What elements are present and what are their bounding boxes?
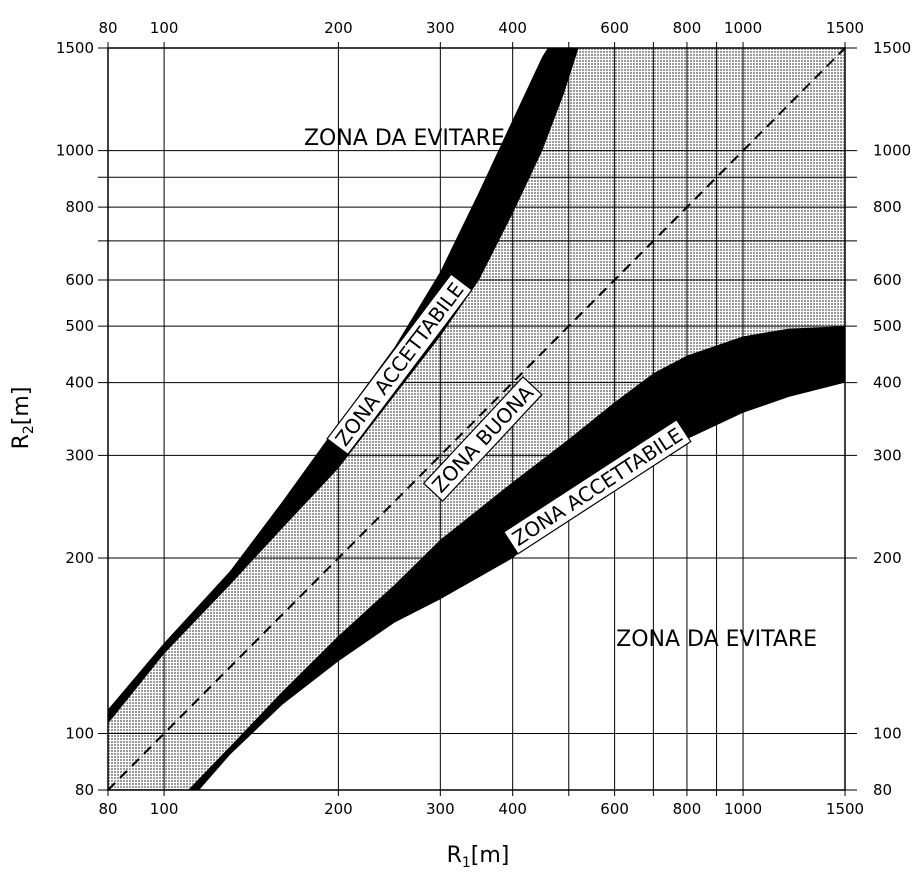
y-tick-left-400: 400 (65, 374, 94, 392)
y-tick-left-600: 600 (65, 271, 94, 289)
x-tick-top-400: 400 (498, 19, 527, 37)
plot-frame (107, 47, 846, 791)
y-tick-left-200: 200 (65, 549, 94, 567)
y-tick-left-100: 100 (65, 725, 94, 743)
x-tick-bottom-1000: 1000 (724, 800, 762, 818)
x-tick-bottom-600: 600 (600, 800, 629, 818)
y-tick-right-1500: 1500 (873, 39, 911, 57)
zone-annotation-avoid-top: ZONA DA EVITARE (304, 126, 505, 151)
zone-annotation-avoid-bottom: ZONA DA EVITARE (616, 627, 817, 652)
x-tick-bottom-300: 300 (426, 800, 455, 818)
x-tick-top-80: 80 (98, 19, 117, 37)
x-tick-top-200: 200 (324, 19, 353, 37)
y-tick-right-200: 200 (873, 549, 902, 567)
y-tick-left-1000: 1000 (56, 142, 94, 160)
x-tick-top-800: 800 (673, 19, 702, 37)
zone-label-box (422, 376, 543, 502)
y-tick-right-500: 500 (873, 317, 902, 335)
x-tick-top-300: 300 (426, 19, 455, 37)
y-tick-right-80: 80 (873, 781, 892, 799)
zone-label-box (503, 418, 692, 555)
y-tick-right-800: 800 (873, 198, 902, 216)
y-tick-right-1000: 1000 (873, 142, 911, 160)
zone-label: ZONA DA EVITARE (304, 126, 505, 151)
x-tick-bottom-80: 80 (98, 800, 117, 818)
x-tick-bottom-400: 400 (498, 800, 527, 818)
zone-label-box (326, 273, 473, 456)
y-tick-left-300: 300 (65, 446, 94, 464)
x-tick-bottom-1500: 1500 (826, 800, 864, 818)
reference-line-layer (107, 47, 846, 791)
x-tick-top-100: 100 (150, 19, 179, 37)
x-axis-title: R1[m] (447, 843, 510, 871)
y-tick-right-400: 400 (873, 374, 902, 392)
x-tick-top-600: 600 (600, 19, 629, 37)
y-tick-left-800: 800 (65, 198, 94, 216)
y-axis-title: R2[m] (9, 387, 37, 450)
y-tick-left-500: 500 (65, 317, 94, 335)
zone-label: ZONA DA EVITARE (616, 627, 817, 652)
y-tick-right-600: 600 (873, 271, 902, 289)
y-tick-left-80: 80 (75, 781, 94, 799)
reference-line (107, 47, 846, 791)
y-tick-right-100: 100 (873, 725, 902, 743)
x-tick-top-1500: 1500 (826, 19, 864, 37)
y-tick-right-300: 300 (873, 446, 902, 464)
x-tick-bottom-200: 200 (324, 800, 353, 818)
x-tick-top-1000: 1000 (724, 19, 762, 37)
x-tick-bottom-800: 800 (673, 800, 702, 818)
tick-labels-layer: 8080100100200200300300400400600600800800… (56, 19, 911, 818)
plot-frame-layer (107, 47, 846, 791)
x-tick-bottom-100: 100 (150, 800, 179, 818)
acceptable-band-upper (108, 48, 579, 724)
y-tick-left-1500: 1500 (56, 39, 94, 57)
